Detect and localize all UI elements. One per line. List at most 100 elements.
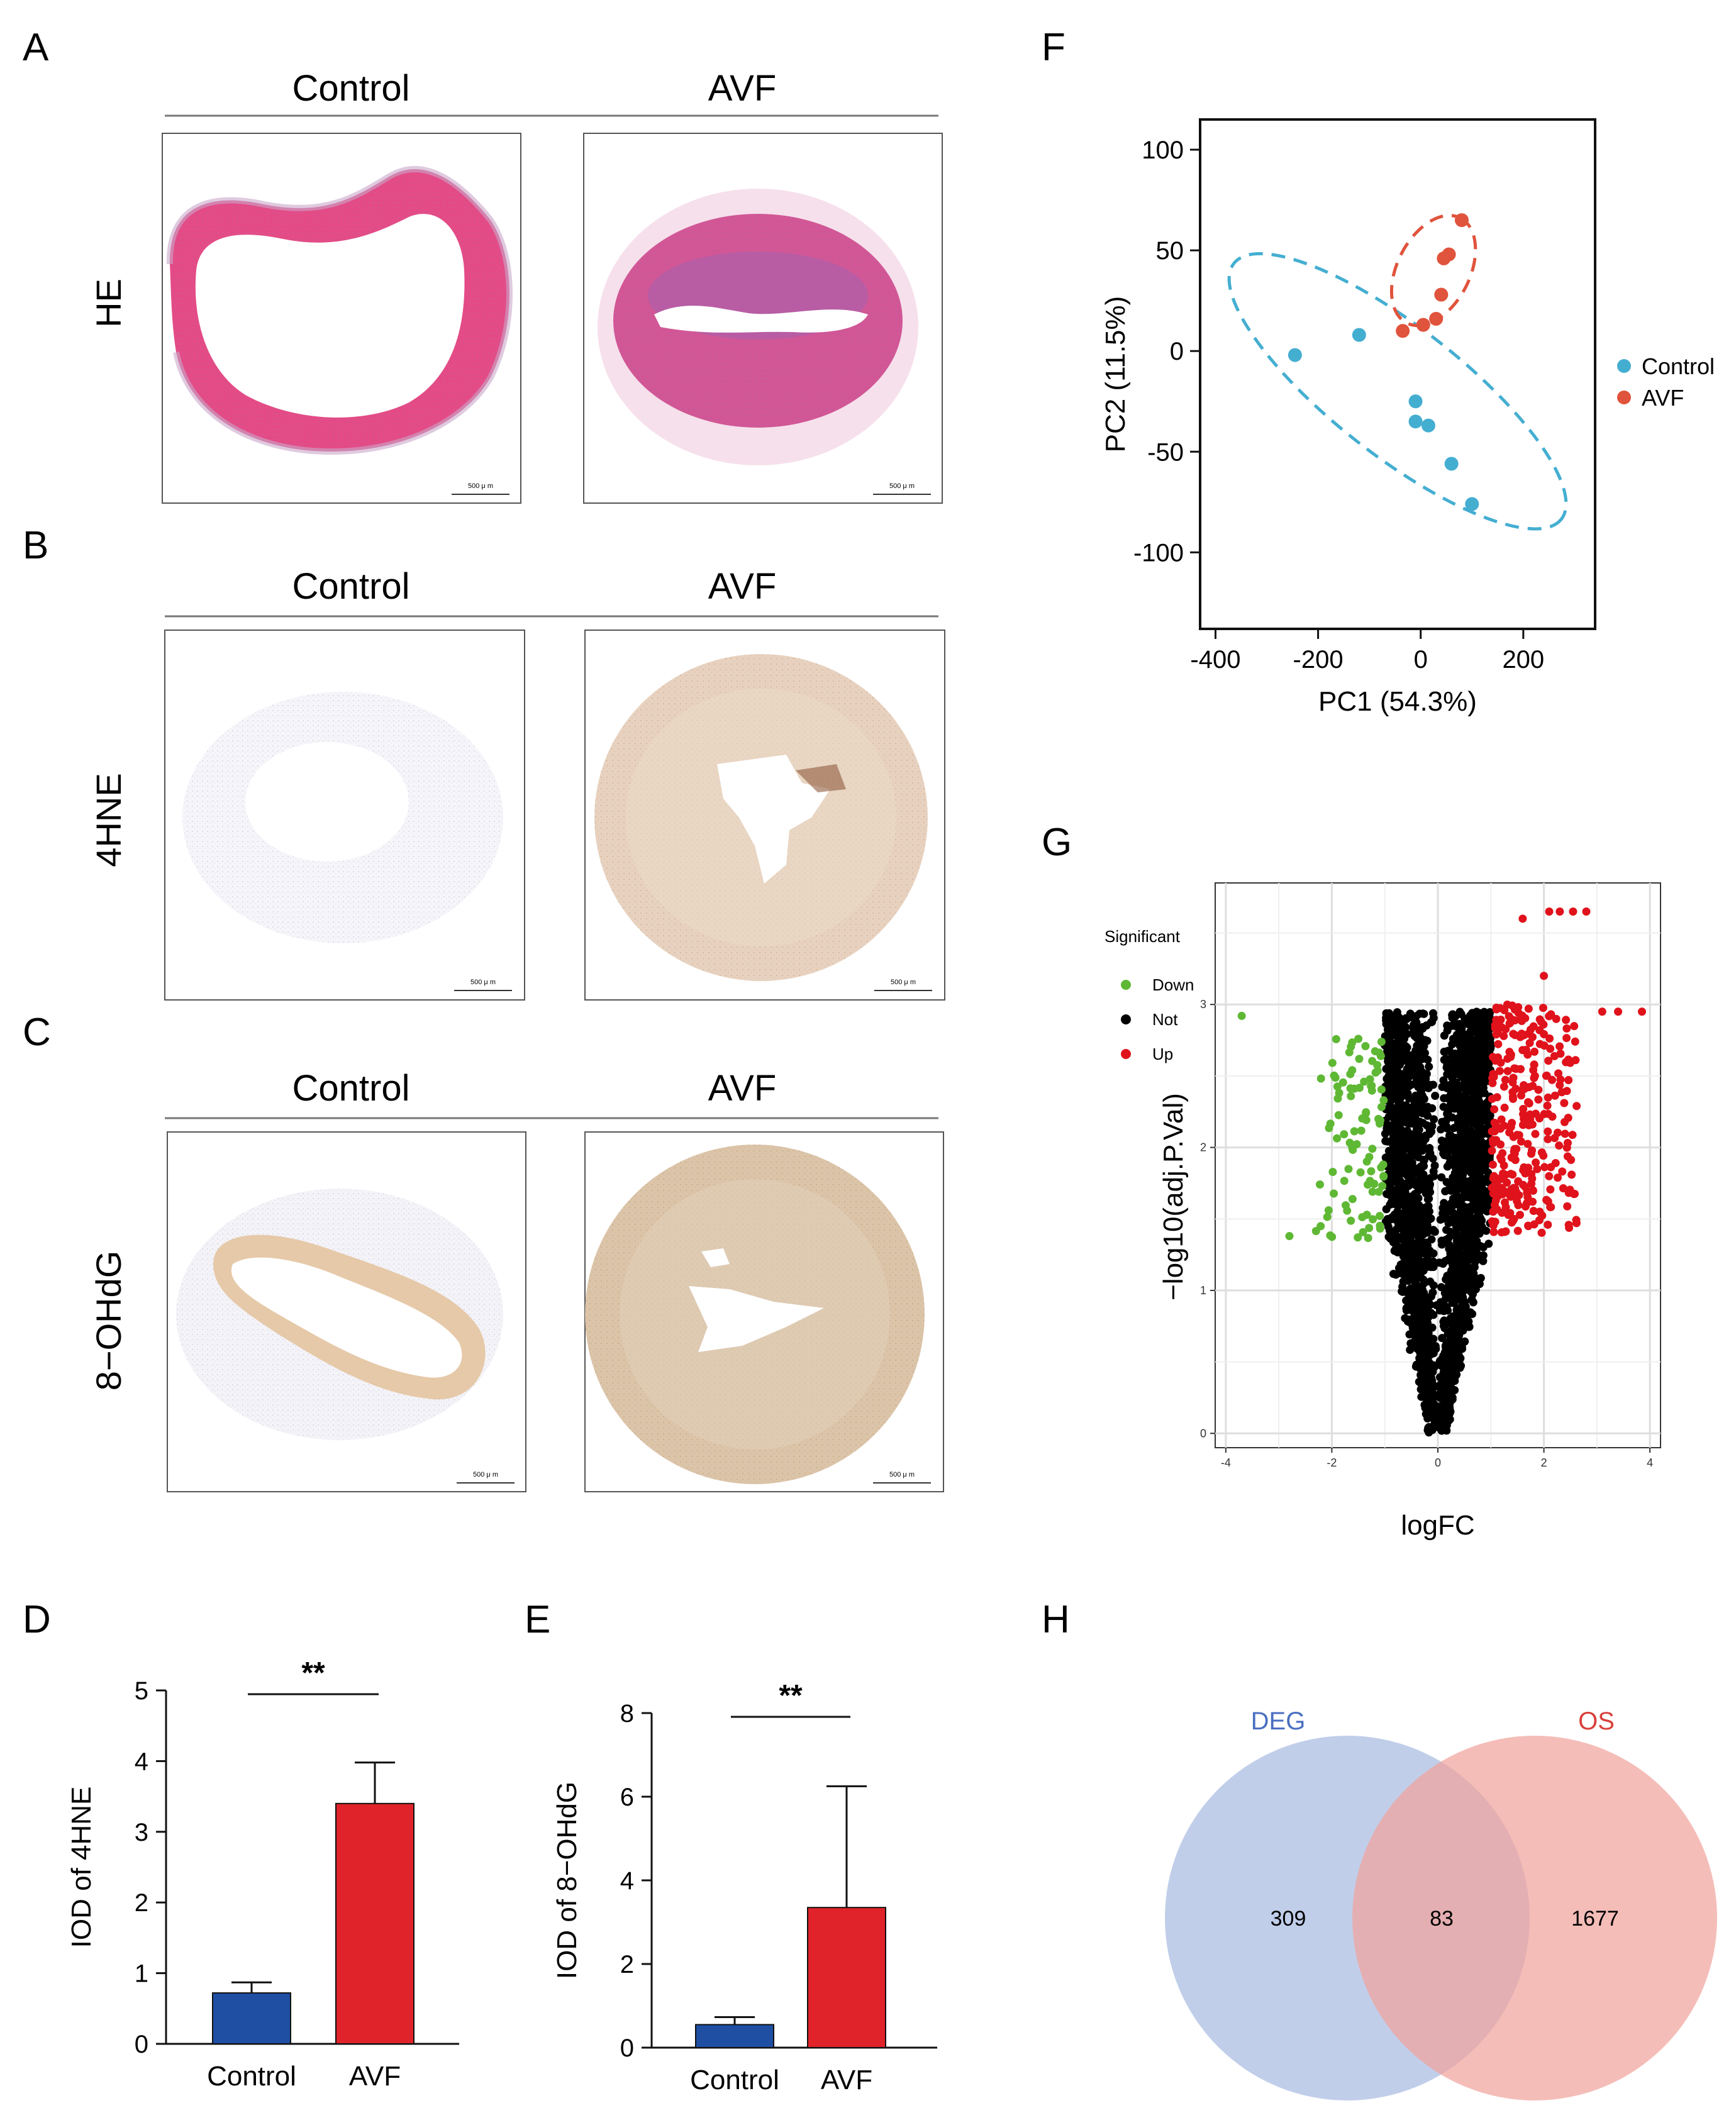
- point-up: [1503, 1055, 1512, 1063]
- point-down: [1350, 1127, 1359, 1136]
- point-not: [1438, 1259, 1447, 1268]
- point-not: [1430, 1161, 1439, 1170]
- point-up: [1504, 1211, 1513, 1219]
- point-up: [1525, 1121, 1533, 1129]
- point-down: [1379, 1160, 1388, 1169]
- point-not: [1427, 1263, 1435, 1272]
- point-not: [1410, 1021, 1418, 1029]
- x-tick-label: 0: [1435, 1456, 1441, 1469]
- point-not: [1425, 1207, 1433, 1216]
- point-not: [1413, 1272, 1422, 1280]
- point-down: [1365, 1153, 1374, 1162]
- point-up: [1530, 1073, 1538, 1082]
- point-up: [1489, 1172, 1498, 1180]
- point-not: [1448, 1367, 1457, 1375]
- point-not: [1412, 1094, 1421, 1102]
- y-axis-label: IOD of 8−OHdG: [552, 1782, 582, 1979]
- panel-label-h: H: [1042, 1598, 1070, 1641]
- point-up: [1527, 1150, 1536, 1158]
- point-down: [1285, 1232, 1294, 1241]
- point-up: [1569, 1190, 1578, 1199]
- point-not: [1418, 1260, 1427, 1268]
- point-not: [1438, 1334, 1447, 1343]
- point-not: [1410, 1312, 1419, 1321]
- point-not: [1428, 1104, 1437, 1112]
- point-not: [1416, 1328, 1425, 1337]
- point-not: [1409, 1164, 1418, 1173]
- point-up: [1571, 1037, 1579, 1046]
- row-label-he: HE: [89, 279, 128, 328]
- chart-h-venn: DEG OS 309 83 1677: [1165, 1707, 1717, 2100]
- 4hne-control-image: 500 μ m: [164, 630, 525, 1001]
- point-not: [1410, 1300, 1418, 1309]
- he-avf-image: 500 μ m: [583, 133, 943, 504]
- point-not: [1447, 1330, 1456, 1339]
- panel-label-e: E: [525, 1598, 550, 1641]
- point-not: [1442, 1284, 1451, 1293]
- venn-title-deg: DEG: [1251, 1707, 1306, 1735]
- point-up: [1545, 1034, 1554, 1043]
- point-not: [1442, 1226, 1450, 1234]
- point-not: [1459, 1202, 1468, 1211]
- point-not: [1446, 1256, 1455, 1265]
- point-not: [1454, 1265, 1463, 1274]
- point-not: [1482, 1202, 1491, 1211]
- venn-count-intersection: 83: [1430, 1907, 1454, 1931]
- point-not: [1459, 1287, 1467, 1295]
- point-not: [1409, 1058, 1418, 1067]
- point-not: [1384, 1063, 1393, 1072]
- point-up: [1488, 1073, 1497, 1082]
- point-up: [1488, 1160, 1497, 1169]
- point-not: [1426, 1214, 1435, 1223]
- point-up: [1514, 1201, 1523, 1209]
- point-down: [1311, 1227, 1320, 1236]
- point-not: [1442, 1426, 1451, 1435]
- point-down: [1374, 1187, 1383, 1196]
- point-not: [1409, 1340, 1418, 1349]
- point-down: [1330, 1071, 1338, 1080]
- y-tick-label: 3: [135, 1819, 148, 1846]
- point-up: [1544, 1134, 1552, 1143]
- chart-g-volcano: -4 -2 0 2 4 0 1 2 3 Significant Down Not Up logFC −log…: [1104, 882, 1661, 1541]
- point-down: [1356, 1168, 1365, 1177]
- legend-label-up: Up: [1152, 1045, 1173, 1063]
- significance-stars: **: [301, 1656, 325, 1690]
- point-not: [1430, 1416, 1439, 1424]
- point-not: [1405, 1252, 1414, 1261]
- point-up: [1534, 1095, 1543, 1104]
- point-up: [1540, 1041, 1549, 1050]
- point-up: [1570, 1022, 1579, 1031]
- point-up: [1537, 1228, 1546, 1237]
- point-not: [1427, 1018, 1435, 1026]
- point-not: [1443, 1151, 1452, 1160]
- point-not: [1402, 1306, 1411, 1315]
- point-not: [1392, 1043, 1401, 1052]
- point-not: [1405, 1136, 1414, 1145]
- scale-bar-label: 500 μ m: [468, 482, 493, 490]
- legend-label-avf: AVF: [1642, 385, 1684, 411]
- point-up: [1490, 1181, 1499, 1190]
- col-title-avf: AVF: [708, 566, 777, 607]
- point-up: [1564, 1055, 1573, 1064]
- point-not: [1450, 1088, 1459, 1097]
- x-category-label: Control: [690, 2065, 779, 2095]
- point-not: [1411, 1145, 1420, 1154]
- point-not: [1464, 1085, 1473, 1094]
- legend-label-control: Control: [1642, 353, 1715, 379]
- panel-label-f: F: [1042, 26, 1066, 69]
- point-not: [1470, 1263, 1479, 1272]
- point-down: [1377, 1085, 1386, 1094]
- point-not: [1405, 1214, 1414, 1223]
- point-not: [1422, 1184, 1431, 1192]
- point-up: [1544, 1127, 1552, 1136]
- col-title-control: Control: [292, 68, 410, 109]
- plot-frame: [1199, 118, 1596, 630]
- point-avf: [1416, 318, 1430, 332]
- point-not: [1416, 1216, 1425, 1225]
- point-up: [1488, 1094, 1496, 1103]
- point-not: [1458, 1345, 1467, 1353]
- point-not: [1403, 1126, 1412, 1135]
- point-not: [1425, 1146, 1434, 1155]
- point-not: [1466, 1234, 1474, 1243]
- point-not: [1464, 1030, 1473, 1039]
